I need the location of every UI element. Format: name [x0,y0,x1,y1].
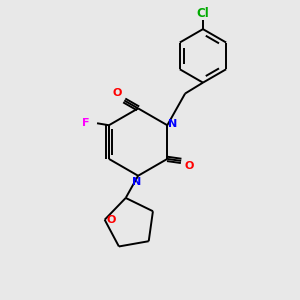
Text: O: O [112,88,122,98]
Text: O: O [107,215,116,225]
Text: Cl: Cl [196,7,209,20]
Text: O: O [184,161,194,171]
Text: F: F [82,118,90,128]
Text: N: N [168,119,177,129]
Text: N: N [133,177,142,187]
